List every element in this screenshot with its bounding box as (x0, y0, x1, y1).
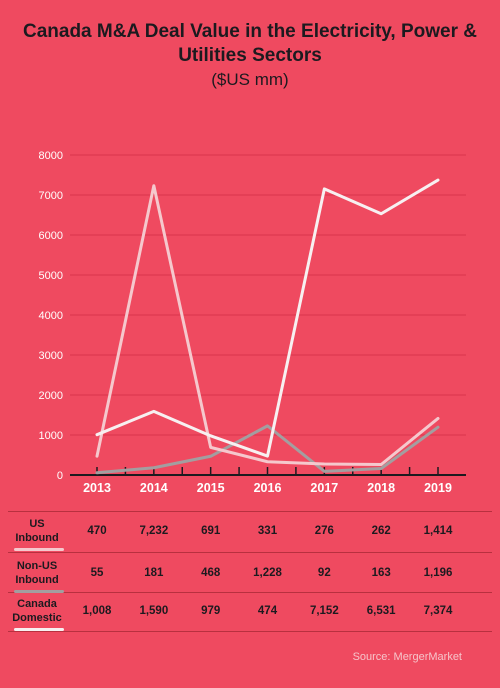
table-cell: 1,414 (423, 525, 453, 537)
row-label-line1: Canada (17, 598, 57, 610)
table-cell: 7,374 (423, 605, 453, 617)
table-cell: 468 (201, 567, 221, 579)
table-cell: 6,531 (366, 605, 396, 617)
x-tick-label: 2014 (140, 481, 168, 495)
row-label-line2: Inbound (15, 574, 59, 586)
table-cell: 262 (371, 525, 391, 537)
row-label-line2: Inbound (15, 532, 59, 544)
table-divider (8, 552, 492, 553)
line-chart: 0 1000 2000 3000 4000 5000 6000 7000 8000 2013 201… (39, 150, 466, 495)
table-row-label: Canada Domestic (6, 597, 68, 631)
x-tick-label: 2015 (197, 481, 225, 495)
table-divider (8, 631, 492, 632)
table-cell: 1,590 (139, 605, 169, 617)
table-cell: 1,228 (253, 567, 282, 579)
y-tick-label: 4000 (39, 310, 63, 322)
table-divider (8, 511, 492, 512)
series-line-us-inbound (95, 184, 440, 467)
y-tick-label: 2000 (39, 390, 63, 402)
y-tick-label: 8000 (39, 150, 63, 162)
table-cell: 181 (144, 567, 164, 579)
x-tick-label: 2013 (83, 481, 111, 495)
x-tick-label: 2016 (254, 481, 282, 495)
x-tick-label: 2018 (367, 481, 395, 495)
table-cell: 331 (257, 525, 278, 537)
table-cell: 7,152 (309, 605, 339, 617)
y-tick-label: 6000 (39, 230, 63, 242)
source-note: Source: MergerMarket (352, 651, 462, 663)
y-tick-label: 7000 (39, 190, 63, 202)
table-divider (8, 592, 492, 593)
x-tick-label: 2017 (310, 481, 338, 495)
series-legend-swatch (14, 628, 64, 631)
row-label-line1: US (29, 518, 45, 530)
y-tick-label: 0 (57, 470, 63, 482)
table-cell: 163 (371, 567, 391, 579)
table-cell: 470 (87, 525, 107, 537)
table-cell: 7,232 (139, 525, 169, 537)
series-line-canada-domestic (95, 178, 440, 458)
series-line-non-us-inbound (95, 424, 440, 475)
series-legend-swatch (14, 590, 64, 593)
table-cell: 1,008 (82, 605, 112, 617)
table-cell: 474 (257, 605, 278, 617)
table-row-label: US Inbound (6, 517, 68, 551)
y-tick-label: 3000 (39, 350, 63, 362)
table-cell: 276 (314, 525, 334, 537)
table-cell: 1,196 (423, 567, 453, 579)
table-cell: 979 (201, 605, 221, 617)
series-legend-swatch (14, 548, 64, 551)
x-tick-label: 2019 (424, 481, 452, 495)
table-cell: 55 (90, 567, 104, 579)
row-label-line2: Domestic (12, 612, 62, 624)
table-cell: 691 (201, 525, 221, 537)
chart-title: Canada M&A Deal Value in the Electricity… (22, 21, 478, 66)
row-label-line1: Non-US (16, 560, 58, 572)
table-cell: 92 (317, 567, 331, 579)
y-tick-label: 1000 (39, 430, 63, 442)
table-row-label: Non-US Inbound (6, 559, 68, 593)
chart-subtitle: ($US mm) (211, 70, 289, 89)
y-tick-label: 5000 (39, 270, 63, 282)
